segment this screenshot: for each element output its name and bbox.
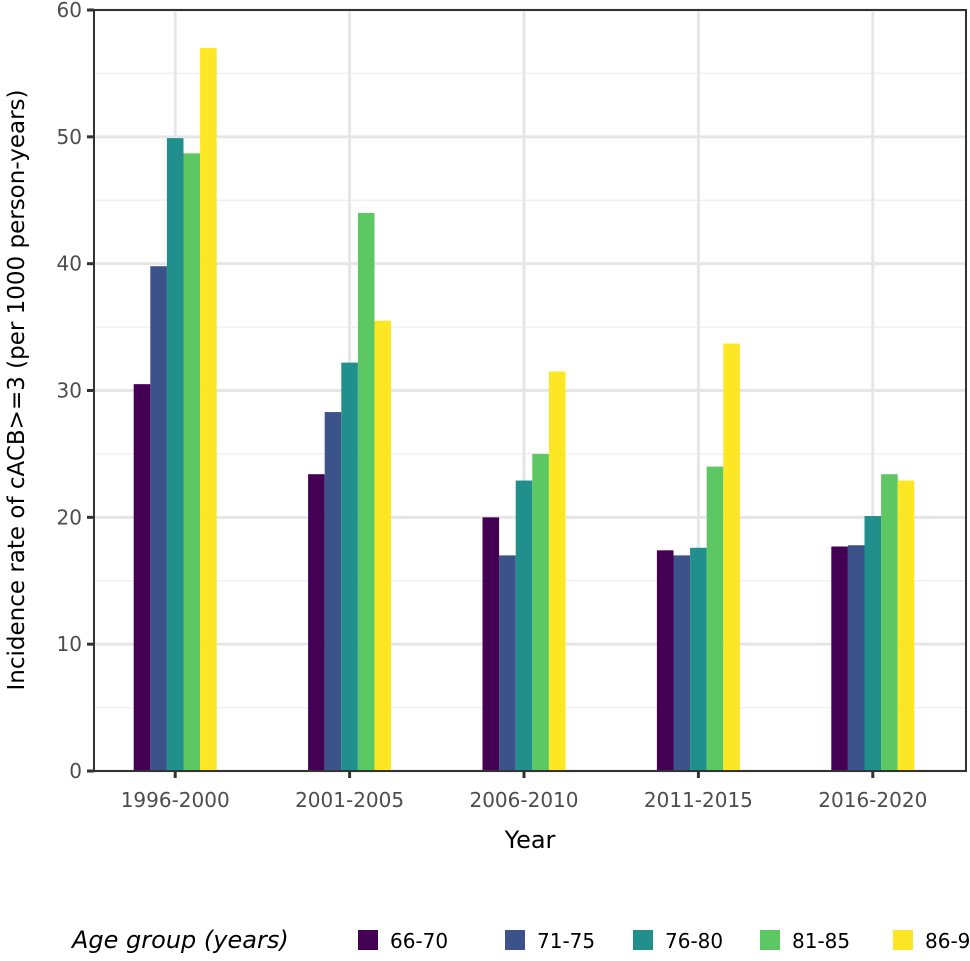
bar-66-70-1996-2000 bbox=[133, 384, 151, 771]
bar-81-85-2006-2010 bbox=[532, 453, 549, 771]
x-tick-label: 2016-2020 bbox=[818, 788, 927, 812]
y-tick-label: 10 bbox=[57, 632, 82, 656]
bar-71-75-2001-2005 bbox=[324, 412, 342, 771]
bar-86-90-2011-2015 bbox=[723, 343, 740, 771]
legend-label: 81-85 bbox=[792, 929, 850, 953]
legend-label: 86-90 bbox=[925, 929, 970, 953]
y-tick-label: 60 bbox=[57, 0, 82, 22]
bar-76-80-2001-2005 bbox=[341, 362, 358, 771]
axes: 0 10 20 30 40 50 60 1996-2000 2001-2005 2006-2010… bbox=[57, 0, 967, 812]
bar-76-80-2006-2010 bbox=[515, 480, 533, 771]
legend-swatch-86-90 bbox=[893, 930, 913, 950]
bar-86-90-2006-2010 bbox=[548, 371, 566, 771]
legend-swatch-71-75 bbox=[505, 930, 525, 950]
bar-66-70-2011-2015 bbox=[656, 550, 674, 771]
y-tick-label: 30 bbox=[57, 379, 82, 403]
legend: Age group (years) 66-70 71-75 76-80 81-85 86… bbox=[70, 926, 970, 954]
bar-71-75-2006-2010 bbox=[499, 555, 516, 771]
bar-76-80-2011-2015 bbox=[690, 547, 707, 771]
y-tick-label: 0 bbox=[69, 759, 82, 783]
bar-71-75-2016-2020 bbox=[847, 545, 865, 771]
x-axis-label: Year bbox=[504, 826, 556, 854]
legend-title: Age group (years) bbox=[70, 926, 289, 954]
y-tick-label: 40 bbox=[57, 252, 82, 276]
legend-swatch-66-70 bbox=[358, 930, 378, 950]
bars bbox=[133, 48, 915, 772]
plot-border bbox=[93, 9, 967, 772]
x-tick-label: 2006-2010 bbox=[469, 788, 578, 812]
bar-81-85-2016-2020 bbox=[881, 474, 898, 771]
legend-label: 66-70 bbox=[390, 929, 448, 953]
bar-86-90-1996-2000 bbox=[200, 48, 217, 772]
bar-81-85-1996-2000 bbox=[183, 153, 201, 772]
legend-label: 76-80 bbox=[665, 929, 723, 953]
x-tick-label: 1996-2000 bbox=[121, 788, 230, 812]
legend-swatch-81-85 bbox=[760, 930, 780, 950]
y-axis-label: Incidence rate of cACB>=3 (per 1000 pers… bbox=[4, 90, 30, 691]
x-tick-label: 2011-2015 bbox=[644, 788, 753, 812]
bar-66-70-2016-2020 bbox=[831, 546, 848, 771]
y-tick-label: 20 bbox=[57, 505, 82, 529]
bar-66-70-2001-2005 bbox=[308, 474, 325, 771]
bar-81-85-2001-2005 bbox=[357, 212, 375, 771]
bar-71-75-1996-2000 bbox=[150, 266, 167, 771]
bar-76-80-2016-2020 bbox=[864, 516, 882, 771]
bar-71-75-2011-2015 bbox=[673, 555, 691, 771]
legend-swatch-76-80 bbox=[633, 930, 653, 950]
y-tick-label: 50 bbox=[57, 125, 82, 149]
x-tick-label: 2001-2005 bbox=[295, 788, 404, 812]
bar-86-90-2001-2005 bbox=[374, 320, 392, 771]
bar-66-70-2006-2010 bbox=[482, 517, 500, 771]
bar-81-85-2011-2015 bbox=[706, 466, 724, 771]
bar-86-90-2016-2020 bbox=[897, 480, 915, 771]
bar-76-80-1996-2000 bbox=[166, 138, 184, 771]
legend-label: 71-75 bbox=[537, 929, 595, 953]
